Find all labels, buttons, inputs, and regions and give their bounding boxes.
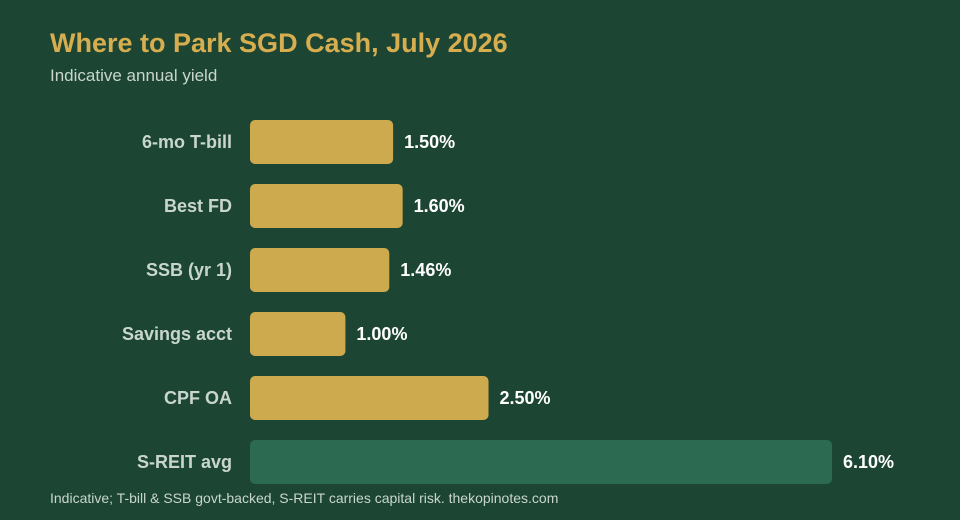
value-label-s-reit-avg: 6.10% — [843, 452, 894, 472]
bar-ssb-yr-1 — [250, 248, 390, 292]
value-label-cpf-oa: 2.50% — [500, 388, 551, 408]
value-label-savings-acct: 1.00% — [356, 324, 407, 344]
value-label-6-mo-t-bill: 1.50% — [404, 132, 455, 152]
category-label-6-mo-t-bill: 6-mo T-bill — [142, 132, 232, 152]
category-label-best-fd: Best FD — [164, 196, 232, 216]
value-label-best-fd: 1.60% — [414, 196, 465, 216]
category-label-s-reit-avg: S-REIT avg — [137, 452, 232, 472]
chart-footnote: Indicative; T-bill & SSB govt-backed, S-… — [50, 490, 559, 506]
category-label-ssb-yr-1: SSB (yr 1) — [146, 260, 232, 280]
chart-subtitle: Indicative annual yield — [50, 66, 218, 85]
bar-savings-acct — [250, 312, 346, 356]
chart-title: Where to Park SGD Cash, July 2026 — [50, 28, 508, 58]
value-label-ssb-yr-1: 1.46% — [400, 260, 451, 280]
category-label-savings-acct: Savings acct — [122, 324, 232, 344]
bar-6-mo-t-bill — [250, 120, 394, 164]
category-label-cpf-oa: CPF OA — [164, 388, 232, 408]
bar-s-reit-avg — [250, 440, 832, 484]
bar-best-fd — [250, 184, 403, 228]
bar-cpf-oa — [250, 376, 489, 420]
